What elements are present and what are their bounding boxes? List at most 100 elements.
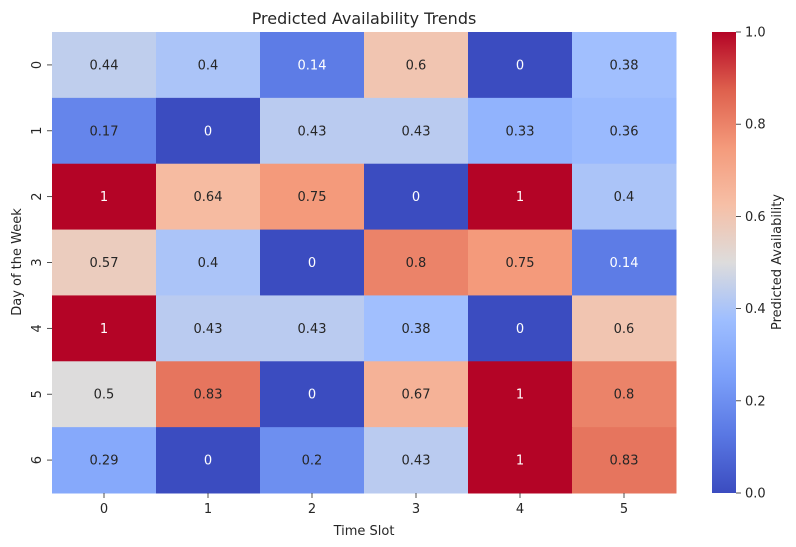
cell-value-label: 0.4 xyxy=(198,58,219,73)
heatmap-cell xyxy=(52,229,157,296)
y-axis-label: Day of the Week xyxy=(10,208,25,316)
heatmap-cell xyxy=(260,427,365,494)
cell-value-label: 1 xyxy=(100,190,108,205)
cell-value-label: 0.6 xyxy=(406,58,427,73)
cell-value-label: 0 xyxy=(516,322,524,337)
colorbar-label: Predicted Availability xyxy=(770,194,785,330)
chart-title: Predicted Availability Trends xyxy=(252,9,477,28)
heatmap-cell xyxy=(572,427,677,494)
cell-value-label: 0 xyxy=(516,58,524,73)
x-axis-ticks: 0 1 2 3 4 5 xyxy=(100,493,628,517)
colorbar-tick-label: 0.6 xyxy=(745,210,766,225)
colorbar-tick-label: 0.4 xyxy=(745,302,766,317)
cell-value-label: 0.43 xyxy=(402,454,431,469)
cell-value-label: 0.17 xyxy=(90,124,119,139)
cell-value-label: 0 xyxy=(204,454,212,469)
cell-value-label: 0.33 xyxy=(506,124,535,139)
cell-value-label: 0.83 xyxy=(610,454,639,469)
heatmap-cell xyxy=(156,163,261,231)
heatmap-cell xyxy=(468,229,573,296)
heatmap-cell xyxy=(364,295,469,362)
heatmap-cell xyxy=(364,97,469,165)
y-tick-label: 4 xyxy=(30,324,45,332)
heatmap-cell xyxy=(364,32,469,99)
cell-value-label: 0.36 xyxy=(610,124,639,139)
heatmap-cell xyxy=(260,361,365,428)
y-tick-label: 2 xyxy=(30,193,45,201)
cell-value-label: 0.5 xyxy=(94,388,115,403)
heatmap-cell xyxy=(572,229,677,296)
cell-value-label: 0.6 xyxy=(614,322,635,337)
cell-value-label: 1 xyxy=(516,190,524,205)
cell-value-label: 0.67 xyxy=(402,388,431,403)
y-axis-ticks: 0 1 2 3 4 5 6 xyxy=(30,61,52,464)
heatmap-cell xyxy=(52,427,157,494)
y-tick-label: 0 xyxy=(30,61,45,69)
heatmap-cell xyxy=(156,361,261,428)
heatmap-cell xyxy=(156,32,261,99)
heatmap-cell xyxy=(52,32,157,99)
cell-value-label: 0 xyxy=(412,190,420,205)
cell-value-label: 0.29 xyxy=(90,454,119,469)
heatmap-cell xyxy=(156,97,261,165)
heatmap-cell xyxy=(52,295,157,362)
heatmap-cell xyxy=(572,32,677,99)
heatmap-cell xyxy=(260,163,365,231)
cell-value-label: 0.38 xyxy=(402,322,431,337)
heatmap-cell xyxy=(260,97,365,165)
x-tick-label: 0 xyxy=(100,502,108,517)
y-tick-label: 5 xyxy=(30,390,45,398)
heatmap-cell xyxy=(572,97,677,165)
cell-value-label: 0.4 xyxy=(198,256,219,271)
cell-value-label: 0.38 xyxy=(610,58,639,73)
cell-value-label: 1 xyxy=(516,388,524,403)
cell-value-label: 0.8 xyxy=(614,388,635,403)
heatmap-cell xyxy=(572,295,677,362)
cell-value-label: 0.44 xyxy=(90,58,119,73)
colorbar: 0.0 0.2 0.4 0.6 0.8 1.0 Predicted Availabilit… xyxy=(712,26,785,502)
heatmap-cell xyxy=(156,229,261,296)
colorbar-tick-label: 1.0 xyxy=(745,26,766,41)
colorbar-gradient xyxy=(712,32,736,493)
cell-value-label: 0.64 xyxy=(194,190,223,205)
heatmap-cell xyxy=(364,427,469,494)
heatmap-cell xyxy=(364,229,469,296)
cell-value-label: 0.75 xyxy=(506,256,535,271)
heatmap-cell xyxy=(468,97,573,165)
heatmap-cell xyxy=(468,32,573,99)
cell-value-label: 0.75 xyxy=(298,190,327,205)
heatmap-cell xyxy=(364,163,469,231)
cell-value-label: 0.2 xyxy=(302,454,323,469)
cell-value-label: 0 xyxy=(308,256,316,271)
heatmap-cell xyxy=(260,295,365,362)
x-tick-label: 3 xyxy=(412,502,420,517)
cell-value-label: 0 xyxy=(204,124,212,139)
y-tick-label: 3 xyxy=(30,258,45,266)
x-tick-label: 2 xyxy=(308,502,316,517)
cell-value-label: 1 xyxy=(516,454,524,469)
y-tick-label: 1 xyxy=(30,127,45,135)
cell-value-label: 0.43 xyxy=(402,124,431,139)
heatmap-cell xyxy=(260,32,365,99)
heatmap-cell xyxy=(156,295,261,362)
heatmap-cell xyxy=(52,97,157,165)
cell-value-label: 0.14 xyxy=(298,58,327,73)
colorbar-tick-label: 0.8 xyxy=(745,118,766,133)
cell-value-label: 0.8 xyxy=(406,256,427,271)
heatmap-cells: 0.44 0.4 0.14 0.6 0 0.38 0.17 0 0.43 0.43 0.33 0.36… xyxy=(52,32,677,494)
cell-value-label: 0.14 xyxy=(610,256,639,271)
heatmap-cell xyxy=(156,427,261,494)
x-tick-label: 1 xyxy=(204,502,212,517)
x-tick-label: 4 xyxy=(516,502,524,517)
x-tick-label: 5 xyxy=(620,502,628,517)
cell-value-label: 0.43 xyxy=(298,124,327,139)
cell-value-label: 1 xyxy=(100,322,108,337)
heatmap-cell xyxy=(572,163,677,231)
x-axis-label: Time Slot xyxy=(333,524,395,539)
cell-value-label: 0.83 xyxy=(194,388,223,403)
heatmap-cell xyxy=(468,163,573,231)
heatmap-cell xyxy=(468,427,573,494)
cell-value-label: 0.57 xyxy=(90,256,119,271)
heatmap-cell xyxy=(468,361,573,428)
